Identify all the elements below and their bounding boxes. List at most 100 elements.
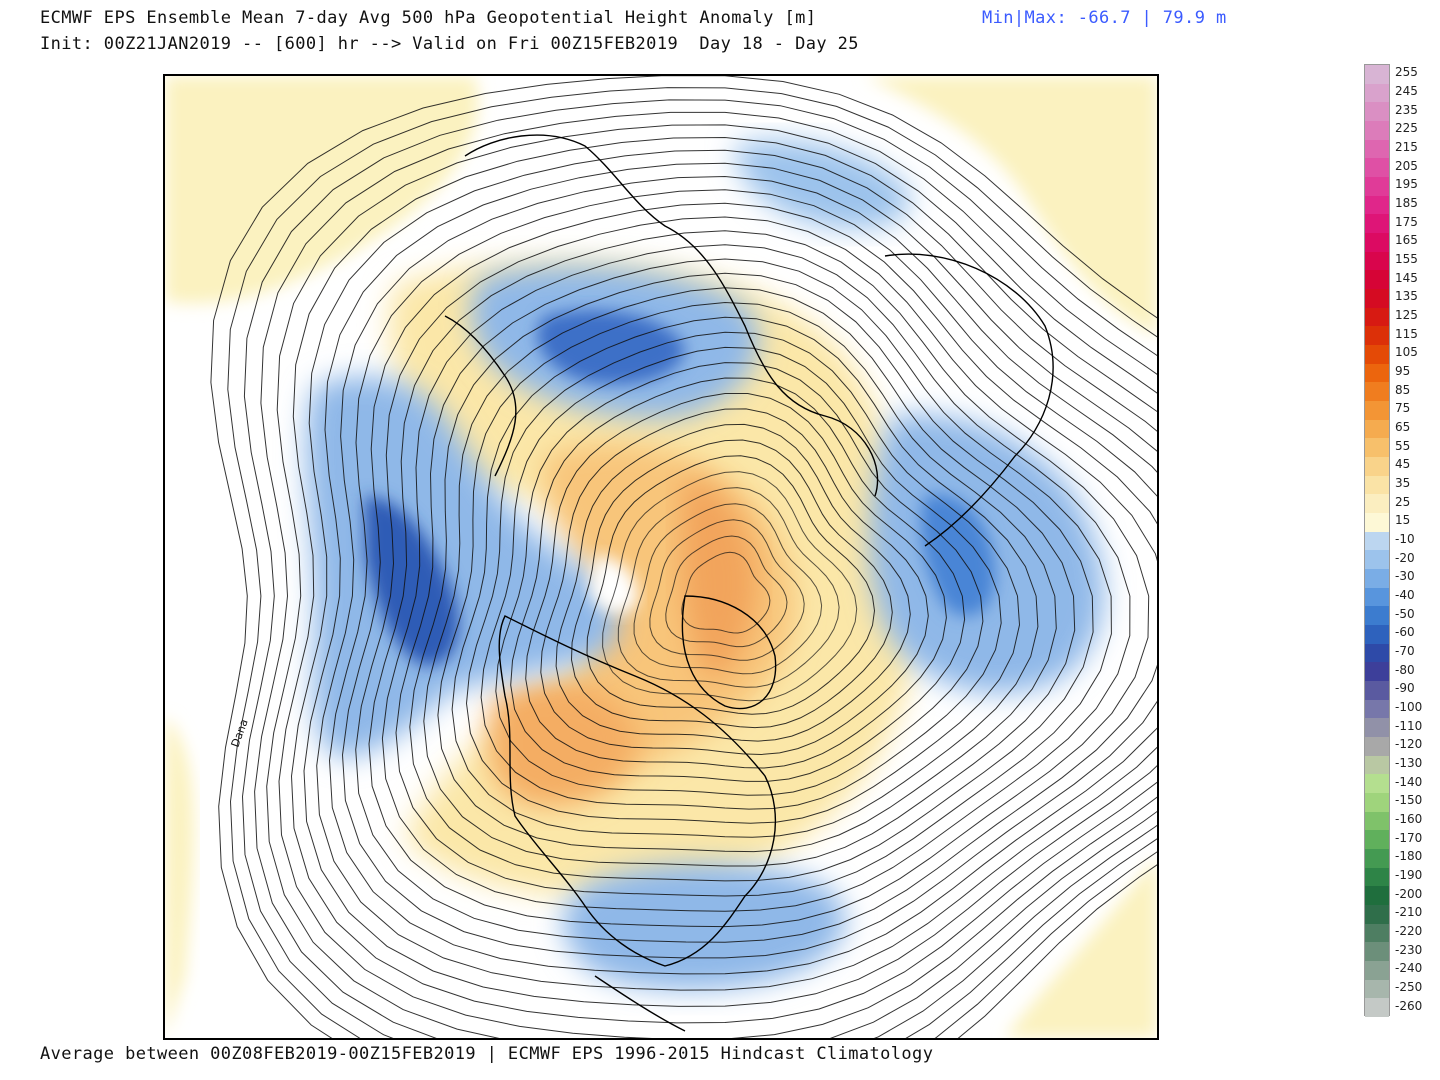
colorbar-label: 195 (1395, 177, 1418, 192)
colorbar-swatch (1365, 979, 1389, 999)
colorbar-swatch (1365, 289, 1389, 308)
height-contour (602, 471, 858, 702)
colorbar-swatch (1365, 867, 1389, 887)
anomaly-map-canvas: Dana (165, 76, 1157, 1038)
colorbar-swatch (1365, 139, 1389, 159)
colorbar-swatch (1365, 419, 1389, 439)
colorbar-swatch (1365, 401, 1389, 420)
colorbar-swatch (1365, 718, 1389, 738)
anomaly-map: Dana (163, 74, 1159, 1040)
colorbar-label: 65 (1395, 420, 1411, 434)
colorbar-swatch (1365, 793, 1389, 812)
colorbar-swatch (1365, 886, 1389, 906)
height-contour (210, 76, 1157, 1038)
colorbar-label: -250 (1395, 980, 1423, 994)
height-contour (368, 230, 1150, 928)
colorbar-label: 155 (1395, 252, 1418, 266)
colorbar-label: -260 (1395, 998, 1423, 1013)
colorbar-label: 175 (1395, 214, 1418, 229)
height-contour (381, 244, 1131, 912)
colorbar-label: 75 (1395, 401, 1411, 416)
height-contour (665, 535, 788, 648)
colorbar-swatch (1365, 849, 1389, 868)
colorbar-label: -150 (1395, 793, 1423, 808)
colorbar-swatch (1365, 961, 1389, 980)
height-contour (633, 503, 823, 675)
colorbar-swatch (1365, 699, 1389, 719)
colorbar-swatch (1365, 587, 1389, 607)
colorbar (1364, 64, 1390, 1018)
height-contour (495, 362, 984, 796)
colorbar-label: -210 (1395, 905, 1423, 920)
colorbar-label: -40 (1395, 588, 1415, 602)
colorbar-label: 245 (1395, 84, 1418, 98)
colorbar-label: 205 (1395, 158, 1418, 173)
colorbar-label: 25 (1395, 494, 1411, 509)
colorbar-label: 215 (1395, 140, 1418, 154)
colorbar-swatch (1365, 531, 1389, 551)
height-contour (465, 331, 1021, 824)
colorbar-label: 15 (1395, 513, 1411, 528)
height-contour (341, 202, 1157, 959)
colorbar-swatch (1365, 774, 1389, 794)
height-contour (278, 136, 1157, 1038)
colorbar-label: -30 (1395, 569, 1415, 584)
colorbar-swatch (1365, 550, 1389, 570)
colorbar-swatch (1365, 923, 1389, 943)
height-contour (586, 455, 876, 715)
colorbar-label: -180 (1395, 849, 1423, 864)
colorbar-swatch (1365, 457, 1389, 476)
colorbar-swatch (1365, 998, 1389, 1018)
colorbar-swatch (1365, 195, 1389, 215)
height-contour (303, 162, 1157, 1007)
colorbar-label: -80 (1395, 662, 1415, 677)
colorbar-label: -20 (1395, 550, 1415, 565)
colorbar-swatch (1365, 158, 1389, 178)
colorbar-label: -190 (1395, 868, 1423, 882)
colorbar-swatch (1365, 737, 1389, 756)
height-contour (570, 439, 893, 729)
colorbar-label: 225 (1395, 121, 1418, 136)
colorbar-swatch (1365, 326, 1389, 346)
colorbar-label: -230 (1395, 942, 1423, 957)
colorbar-label: 55 (1395, 438, 1411, 453)
colorbar-label: 135 (1395, 289, 1418, 304)
colorbar-swatch (1365, 233, 1389, 252)
colorbar-swatch (1365, 251, 1389, 271)
colorbar-label: -60 (1395, 625, 1415, 640)
colorbar-label: -100 (1395, 700, 1423, 714)
height-contour (355, 216, 1157, 943)
colorbar-label: -200 (1395, 886, 1423, 901)
colorbar-label: 95 (1395, 364, 1411, 378)
colorbar-swatch (1365, 811, 1389, 831)
colorbar-swatch (1365, 382, 1389, 402)
colorbar-swatch (1365, 755, 1389, 775)
colorbar-swatch (1365, 177, 1389, 196)
height-contour (409, 272, 1094, 882)
colorbar-swatch (1365, 662, 1389, 682)
colorbar-label: 105 (1395, 345, 1418, 360)
colorbar-swatch (1365, 830, 1389, 850)
colorbar-swatch (1365, 625, 1389, 644)
colorbar-label: 165 (1395, 233, 1418, 248)
colorbar-swatch (1365, 905, 1389, 924)
colorbar-swatch (1365, 363, 1389, 383)
height-contour (480, 346, 1002, 810)
colorbar-label: 145 (1395, 270, 1418, 285)
colorbar-label: -170 (1395, 830, 1423, 845)
height-contour (241, 99, 1157, 1038)
colorbar-swatch (1365, 65, 1389, 84)
height-contour (227, 87, 1157, 1038)
height-contour (525, 393, 947, 769)
colorbar-label: 235 (1395, 102, 1418, 117)
colorbar-swatch (1365, 475, 1389, 495)
map-title: ECMWF EPS Ensemble Mean 7-day Avg 500 hP… (40, 8, 817, 28)
height-contour (510, 377, 966, 782)
colorbar-swatch (1365, 643, 1389, 663)
colorbar-label: -120 (1395, 737, 1423, 752)
height-contour (540, 408, 929, 756)
colorbar-label: -10 (1395, 532, 1415, 546)
height-contour (617, 487, 840, 688)
colorbar-label: 255 (1395, 65, 1418, 80)
height-contour (555, 423, 911, 742)
